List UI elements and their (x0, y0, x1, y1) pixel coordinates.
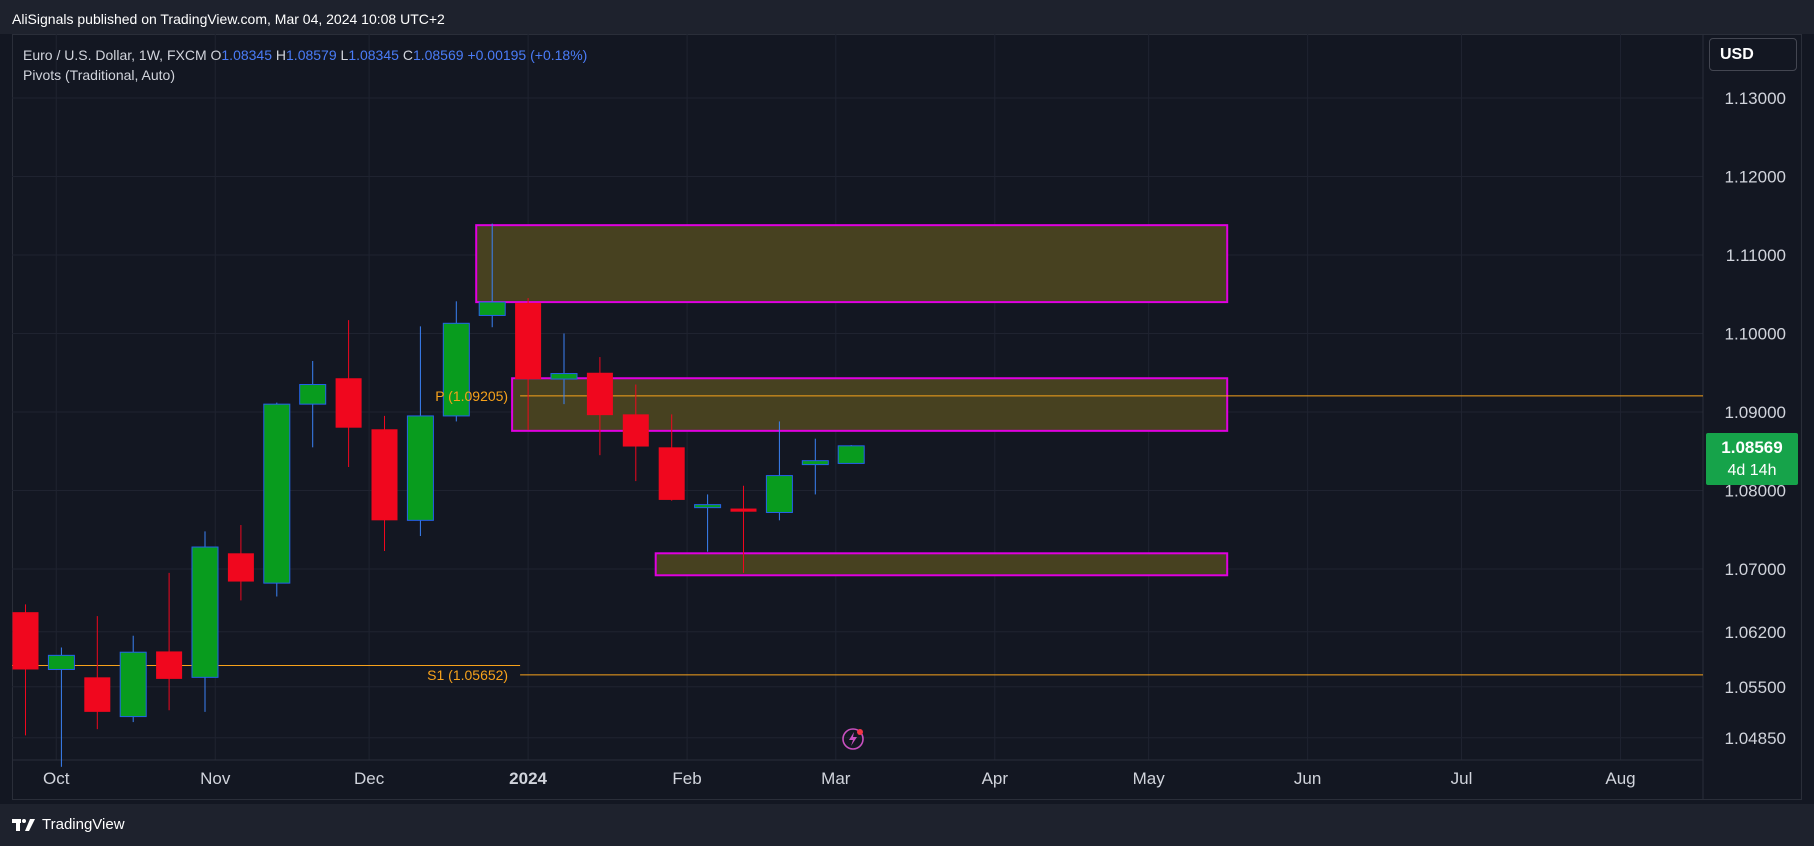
y-tick-label: 1.09000 (1725, 403, 1786, 422)
high-value: 1.08579 (286, 47, 337, 63)
tradingview-logo[interactable]: TradingView (12, 816, 125, 833)
flash-icon[interactable] (841, 727, 865, 751)
candle-body (515, 302, 542, 380)
x-tick-label: Aug (1605, 769, 1635, 788)
low-value: 1.08345 (348, 47, 399, 63)
candle-body (299, 384, 327, 405)
candle-body (586, 372, 613, 416)
published-text: AliSignals published on TradingView.com,… (12, 11, 445, 27)
candle-body (801, 460, 829, 466)
candle-body (442, 322, 470, 417)
open-label: O (210, 47, 222, 63)
candle-body (765, 475, 793, 513)
candle-body (227, 553, 254, 582)
candle-body (694, 504, 722, 509)
candle-body (658, 447, 685, 500)
supply-demand-zone (475, 224, 1229, 304)
x-tick-label: Feb (672, 769, 701, 788)
candle-body (263, 403, 291, 584)
candle-body (837, 445, 865, 464)
high-label: H (275, 47, 287, 63)
y-tick-label: 1.05500 (1725, 678, 1786, 697)
tradingview-wordmark: TradingView (42, 816, 125, 833)
publisher-header: AliSignals published on TradingView.com,… (0, 0, 1814, 34)
symbol-line: Euro / U.S. Dollar, 1W, FXCM O1.08345 H1… (23, 45, 587, 65)
close-label: C (402, 47, 413, 63)
candle-body (47, 654, 75, 670)
indicator-line[interactable]: Pivots (Traditional, Auto) (23, 67, 175, 83)
y-tick-label: 1.13000 (1725, 89, 1786, 108)
close-value: 1.08569 (412, 47, 464, 63)
candle-body (730, 508, 757, 512)
currency-button[interactable]: USD (1709, 38, 1797, 71)
x-tick-label: Jul (1451, 769, 1473, 788)
footer-bar: TradingView (0, 804, 1814, 846)
tradingview-icon (12, 818, 35, 831)
x-tick-label: Apr (982, 769, 1009, 788)
low-label: L (340, 47, 349, 63)
pivot-label-p: P (1.09205) (435, 388, 508, 404)
y-tick-label: 1.06200 (1725, 623, 1786, 642)
x-tick-label: 2024 (509, 769, 547, 788)
supply-demand-zone (654, 552, 1229, 577)
candle-body (371, 429, 398, 521)
y-tick-label: 1.04850 (1725, 729, 1786, 748)
candle-body (12, 612, 39, 670)
y-tick-label: 1.07000 (1725, 560, 1786, 579)
x-tick-label: Oct (43, 769, 70, 788)
candle-body (156, 651, 183, 679)
x-tick-label: May (1133, 769, 1166, 788)
y-tick-label: 1.11000 (1726, 246, 1786, 265)
y-tick-label: 1.12000 (1725, 168, 1786, 187)
x-tick-label: Jun (1294, 769, 1321, 788)
supply-demand-zone (511, 377, 1229, 432)
y-tick-label: 1.10000 (1725, 325, 1786, 344)
last-price: 1.08569 (1721, 438, 1783, 457)
chart-legend: Euro / U.S. Dollar, 1W, FXCM O1.08345 H1… (23, 45, 587, 85)
candle-body (622, 414, 649, 447)
x-tick-label: Mar (821, 769, 851, 788)
pivot-label-s1: S1 (1.05652) (427, 667, 508, 683)
candle-body (550, 373, 578, 380)
candle-body (335, 378, 362, 428)
last-price-tag: 1.08569 4d 14h (1706, 433, 1798, 485)
candle-body (84, 677, 111, 712)
candle-body (406, 415, 434, 521)
candle-body (119, 651, 147, 718)
candle-body (478, 301, 506, 316)
symbol-name[interactable]: Euro / U.S. Dollar, 1W, FXCM (23, 47, 207, 63)
open-value: 1.08345 (221, 47, 272, 63)
chart-frame (12, 34, 1802, 800)
change-value: +0.00195 (+0.18%) (467, 47, 588, 63)
candle-body (191, 546, 219, 678)
x-tick-label: Nov (200, 769, 231, 788)
x-tick-label: Dec (354, 769, 385, 788)
bar-countdown: 4d 14h (1727, 462, 1777, 479)
y-tick-label: 1.08000 (1725, 482, 1786, 501)
